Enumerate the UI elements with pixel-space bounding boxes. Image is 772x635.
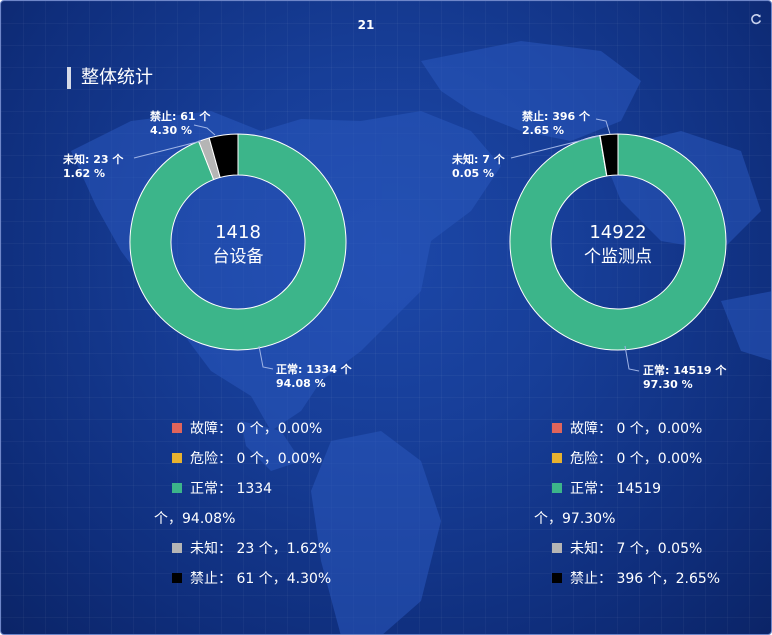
device-donut-chart [129, 133, 347, 351]
unknown-color-swatch [172, 543, 182, 553]
legend-item-fault[interactable]: 故障： 0 个，0.00% [172, 414, 331, 444]
fault-color-swatch [552, 423, 562, 433]
monitor-banned-count: 禁止: 396 个 [522, 110, 591, 123]
monitor-banned-percent: 2.65 % [522, 124, 564, 137]
device-normal-percent: 94.08 % [276, 377, 326, 390]
monitor-unknown-annotation: 未知: 7 个 0.05 % [452, 153, 505, 181]
device-normal-count: 正常: 1334 个 [276, 363, 352, 376]
section-title: 整体统计 [67, 67, 153, 89]
banned-color-swatch [172, 573, 182, 583]
device-banned-count: 禁止: 61 个 [150, 110, 211, 123]
legend-item-fault[interactable]: 故障： 0 个，0.00% [552, 414, 720, 444]
monitor-normal-count: 正常: 14519 个 [643, 364, 727, 377]
donut-slice-禁止[interactable] [208, 133, 239, 179]
header-number: 21 [357, 18, 375, 32]
legend-value: 0 个，0.00% [236, 451, 323, 467]
legend-item-unknown[interactable]: 未知： 23 个，1.62% [172, 534, 331, 564]
device-unknown-percent: 1.62 % [63, 167, 105, 180]
legend-item-normal-continued: 个，94.08% [154, 511, 236, 527]
legend-item-normal-continued: 个，97.30% [534, 511, 616, 527]
unknown-color-swatch [552, 543, 562, 553]
device-total-unit: 台设备 [212, 247, 264, 267]
legend-label: 危险： [190, 451, 232, 467]
danger-color-swatch [172, 453, 182, 463]
legend-label: 禁止： [190, 571, 232, 587]
device-legend: 故障： 0 个，0.00% 危险： 0 个，0.00% 正常： 1334 个，9… [154, 414, 331, 594]
refresh-icon[interactable] [749, 13, 763, 27]
legend-value: 7 个，0.05% [616, 541, 703, 557]
legend-item-danger[interactable]: 危险： 0 个，0.00% [172, 444, 331, 474]
monitor-center-label: 14922 个监测点 [558, 221, 678, 269]
monitor-normal-percent: 97.30 % [643, 378, 693, 391]
monitor-total-unit: 个监测点 [584, 247, 652, 267]
donut-slice-禁止[interactable] [599, 133, 619, 177]
normal-color-swatch [172, 483, 182, 493]
donut-slice-正常[interactable] [129, 133, 347, 351]
monitor-total-value: 14922 [589, 222, 647, 243]
normal-color-swatch [552, 483, 562, 493]
legend-value: 23 个，1.62% [236, 541, 332, 557]
monitor-banned-annotation: 禁止: 396 个 2.65 % [522, 110, 590, 138]
device-unknown-annotation: 未知: 23 个 1.62 % [63, 153, 123, 181]
fault-color-swatch [172, 423, 182, 433]
legend-value: 0 个，0.00% [236, 421, 323, 437]
monitor-normal-annotation: 正常: 14519 个 97.30 % [643, 364, 726, 392]
legend-label: 正常： [190, 481, 232, 497]
legend-value: 0 个，0.00% [616, 451, 703, 467]
legend-label: 故障： [570, 421, 612, 437]
legend-item-unknown[interactable]: 未知： 7 个，0.05% [552, 534, 720, 564]
legend-value: 61 个，4.30% [236, 571, 332, 587]
legend-item-normal[interactable]: 正常： 14519 [552, 474, 720, 504]
legend-value: 396 个，2.65% [616, 571, 721, 587]
legend-item-danger[interactable]: 危险： 0 个，0.00% [552, 444, 720, 474]
legend-item-banned[interactable]: 禁止： 396 个，2.65% [552, 564, 720, 594]
legend-label: 禁止： [570, 571, 612, 587]
legend-label: 未知： [570, 541, 612, 557]
monitor-unknown-percent: 0.05 % [452, 167, 494, 180]
legend-label: 故障： [190, 421, 232, 437]
device-normal-annotation: 正常: 1334 个 94.08 % [276, 363, 352, 391]
legend-value: 14519 [616, 481, 661, 497]
legend-label: 危险： [570, 451, 612, 467]
device-total-value: 1418 [215, 222, 261, 243]
banned-color-swatch [552, 573, 562, 583]
legend-label: 未知： [190, 541, 232, 557]
device-banned-annotation: 禁止: 61 个 4.30 % [150, 110, 210, 138]
monitor-legend: 故障： 0 个，0.00% 危险： 0 个，0.00% 正常： 14519 个，… [534, 414, 720, 594]
legend-label: 正常： [570, 481, 612, 497]
legend-value: 0 个，0.00% [616, 421, 703, 437]
legend-value: 1334 [236, 481, 273, 497]
refresh-icon-glyph [751, 14, 762, 25]
device-banned-percent: 4.30 % [150, 124, 192, 137]
device-center-label: 1418 台设备 [178, 221, 298, 269]
legend-item-banned[interactable]: 禁止： 61 个，4.30% [172, 564, 331, 594]
legend-item-normal[interactable]: 正常： 1334 [172, 474, 331, 504]
monitor-unknown-count: 未知: 7 个 [452, 153, 505, 166]
danger-color-swatch [552, 453, 562, 463]
device-unknown-count: 未知: 23 个 [63, 153, 124, 166]
